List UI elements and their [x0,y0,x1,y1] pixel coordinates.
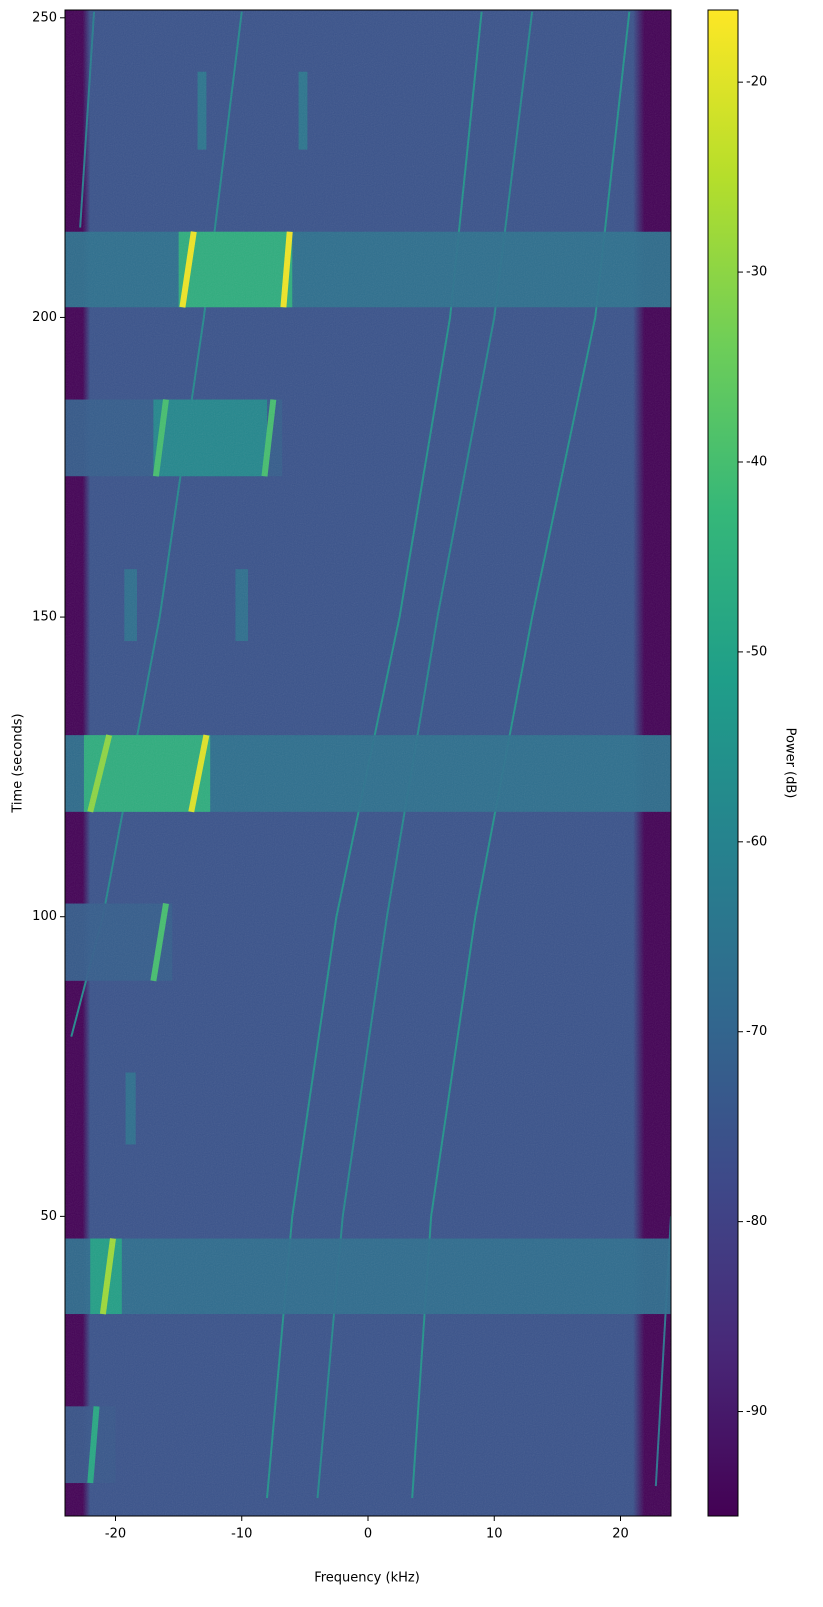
y-tick-label: 100 [32,909,57,924]
colorbar-tick-label: -20 [746,75,767,90]
colorbar-label: Power (dB) [783,728,798,799]
colorbar-tick-label: -90 [746,1404,767,1419]
colorbar-tick-label: -70 [746,1024,767,1039]
colorbar-tick-label: -30 [746,265,767,280]
colorbar-tick-label: -50 [746,644,767,659]
x-tick-label: -20 [105,1527,126,1542]
x-tick-label: 20 [612,1527,629,1542]
colorbar-tick-label: -60 [746,834,767,849]
colorbar-tick-label: -80 [746,1214,767,1229]
x-tick-label: -10 [231,1527,252,1542]
y-tick-label: 200 [32,310,57,325]
x-tick-label: 0 [364,1527,372,1542]
y-tick-label: 150 [32,610,57,625]
colorbar [707,9,739,1517]
plot-area [65,10,671,1516]
noise-texture [65,10,671,1516]
x-tick-label: 10 [486,1527,503,1542]
y-tick-label: 50 [40,1209,57,1224]
y-tick-label: 250 [32,10,57,25]
x-axis-label: Frequency (kHz) [314,1571,420,1586]
colorbar-tick-label: -40 [746,454,767,469]
y-axis-label: Time (seconds) [11,713,26,813]
